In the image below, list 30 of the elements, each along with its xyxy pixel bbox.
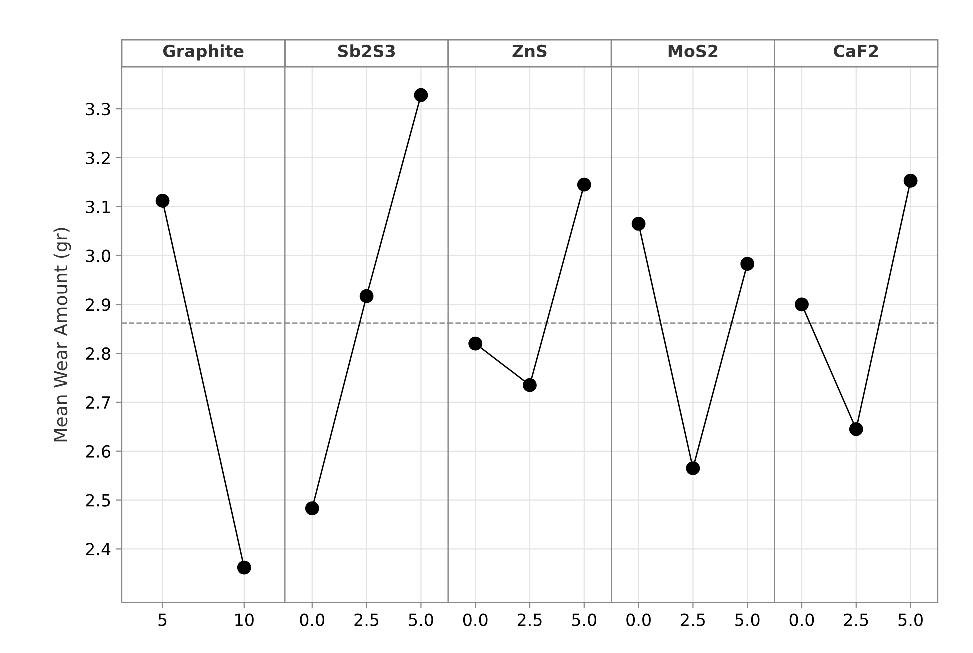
x-tick-label: 5.0 [898,614,923,626]
y-tick-label: 3.3 [86,103,110,116]
chart-title: Sb2S3 [338,44,396,58]
x-tick-label: 2.5 [518,614,542,626]
chart-title: CaF2 [834,44,878,58]
x-tick-label: 5.0 [736,614,760,626]
y-tick-label: 2.5 [86,494,110,507]
y-tick-label: 3.0 [86,250,110,262]
y-tick-label: 2.6 [86,445,111,458]
x-tick-label: 0.0 [626,614,651,626]
x-tick-label: 10 [236,614,254,626]
x-tick-label: 0.0 [463,614,488,626]
y-tick-label: 2.7 [86,396,110,409]
x-tick-label: 5.0 [572,614,597,626]
x-tick-label: 5.0 [409,614,434,626]
x-tick-label: 5 [158,614,167,626]
y-axis-title: Mean Wear Amount (gr) [54,228,72,442]
x-tick-label: 2.5 [844,614,868,626]
chart-title: MoS2 [668,44,718,58]
y-tick-label: 2.8 [86,348,110,360]
x-tick-label: 0.0 [300,614,325,626]
y-tick-label: 2.4 [86,543,111,556]
x-tick-label: 2.5 [681,614,705,626]
y-tick-label: 3.1 [86,200,110,214]
chart-title: ZnS [512,44,547,58]
x-tick-label: 2.5 [354,614,379,626]
y-tick-label: 2.9 [86,298,110,312]
y-tick-label: 3.2 [86,152,110,165]
chart-title: Graphite [163,44,244,61]
x-tick-label: 0.0 [790,614,814,626]
